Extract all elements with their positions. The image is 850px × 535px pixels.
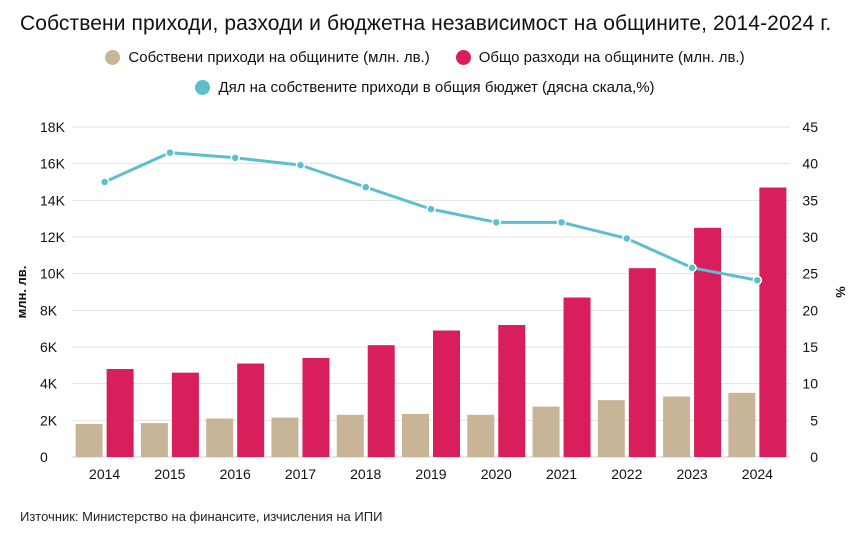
y-left-tick-label: 8K — [40, 302, 58, 318]
y-right-tick-label: 30 — [802, 229, 818, 245]
x-tick-label: 2023 — [677, 466, 708, 482]
y-left-tick-label: 18K — [40, 119, 66, 135]
legend-swatch-total-expenses — [455, 50, 471, 65]
y-right-tick-label: 35 — [802, 192, 818, 208]
y-right-tick-label: 5 — [810, 412, 818, 428]
share-point — [556, 217, 567, 228]
legend-swatch-share — [195, 80, 211, 95]
share-point — [360, 182, 371, 192]
legend-row-1: Собствени приходи на общините (млн. лв.)… — [0, 49, 850, 66]
y-left-tick-label: 16K — [40, 156, 66, 172]
y-right-tick-label: 25 — [802, 266, 818, 282]
bar-own-revenue — [271, 417, 299, 457]
x-tick-label: 2017 — [285, 466, 316, 482]
x-tick-label: 2019 — [415, 466, 446, 482]
bar-total-expenses — [433, 330, 460, 457]
share-point — [752, 275, 763, 286]
bar-total-expenses — [367, 345, 395, 457]
bar-total-expenses — [171, 372, 199, 457]
share-point — [622, 233, 632, 244]
bar-own-revenue — [728, 392, 756, 457]
y-right-tick-label: 45 — [802, 119, 818, 135]
x-tick-label: 2016 — [220, 466, 251, 482]
legend-item-own-revenue: Собствени приходи на общините (млн. лв.) — [105, 49, 430, 66]
y-left-tick-label: 6K — [40, 339, 58, 355]
share-point — [230, 153, 240, 163]
share-point — [491, 217, 502, 228]
y-right-axis-title: % — [833, 286, 848, 298]
y-left-tick-label: 4K — [40, 376, 58, 392]
y-left-tick-label: 14K — [40, 192, 66, 208]
legend-label-share: Дял на собствените приходи в общия бюдже… — [218, 79, 655, 96]
bar-own-revenue — [206, 418, 234, 457]
share-point — [687, 263, 697, 273]
share-line — [104, 151, 758, 282]
bar-total-expenses — [237, 363, 265, 457]
legend-label-total-expenses: Общо разходи на общините (млн. лв.) — [478, 49, 745, 66]
y-right-tick-label: 10 — [802, 376, 818, 392]
bar-total-expenses — [563, 297, 591, 457]
share-point — [99, 177, 110, 187]
x-tick-label: 2018 — [350, 466, 381, 482]
bar-own-revenue — [532, 406, 560, 457]
legend-row-2: Дял на собствените приходи в общия бюдже… — [0, 79, 850, 96]
x-tick-label: 2021 — [546, 466, 577, 482]
bar-total-expenses — [106, 369, 134, 457]
bar-total-expenses — [302, 358, 330, 457]
bar-own-revenue — [75, 424, 103, 457]
legend-item-total-expenses: Общо разходи на общините (млн. лв.) — [455, 49, 745, 66]
y-right-tick-label: 0 — [810, 449, 818, 465]
share-point — [165, 147, 175, 158]
x-tick-label: 2014 — [89, 466, 120, 482]
bar-total-expenses — [628, 268, 656, 457]
bar-own-revenue — [597, 400, 625, 457]
x-tick-label: 2022 — [611, 466, 642, 482]
legend-label-own-revenue: Собствени приходи на общините (млн. лв.) — [128, 49, 430, 66]
bar-own-revenue — [663, 396, 691, 457]
bar-own-revenue — [402, 413, 429, 457]
bar-total-expenses — [498, 325, 526, 457]
y-left-tick-label: 2K — [40, 412, 58, 428]
y-left-tick-label: 10K — [40, 266, 66, 282]
x-tick-label: 2024 — [742, 466, 773, 482]
chart-title: Собствени приходи, разходи и бюджетна не… — [20, 12, 832, 35]
share-point — [295, 160, 306, 170]
share-point — [426, 204, 436, 214]
bar-total-expenses — [694, 227, 722, 457]
x-tick-label: 2015 — [154, 466, 185, 482]
legend-item-share: Дял на собствените приходи в общия бюдже… — [195, 79, 655, 96]
y-left-tick-label: 0 — [40, 449, 48, 465]
bar-own-revenue — [336, 414, 364, 457]
y-left-axis-title: млн. лв. — [14, 266, 29, 319]
source-note: Източник: Министерство на финансите, изч… — [20, 509, 383, 524]
bar-total-expenses — [759, 187, 787, 457]
y-left-tick-label: 12K — [40, 229, 66, 245]
y-right-tick-label: 15 — [802, 339, 818, 355]
x-tick-label: 2020 — [481, 466, 512, 482]
y-right-tick-label: 40 — [802, 156, 818, 172]
bar-own-revenue — [467, 414, 495, 457]
legend-swatch-own-revenue — [105, 50, 121, 65]
bar-own-revenue — [140, 423, 168, 457]
y-right-tick-label: 20 — [802, 302, 818, 318]
